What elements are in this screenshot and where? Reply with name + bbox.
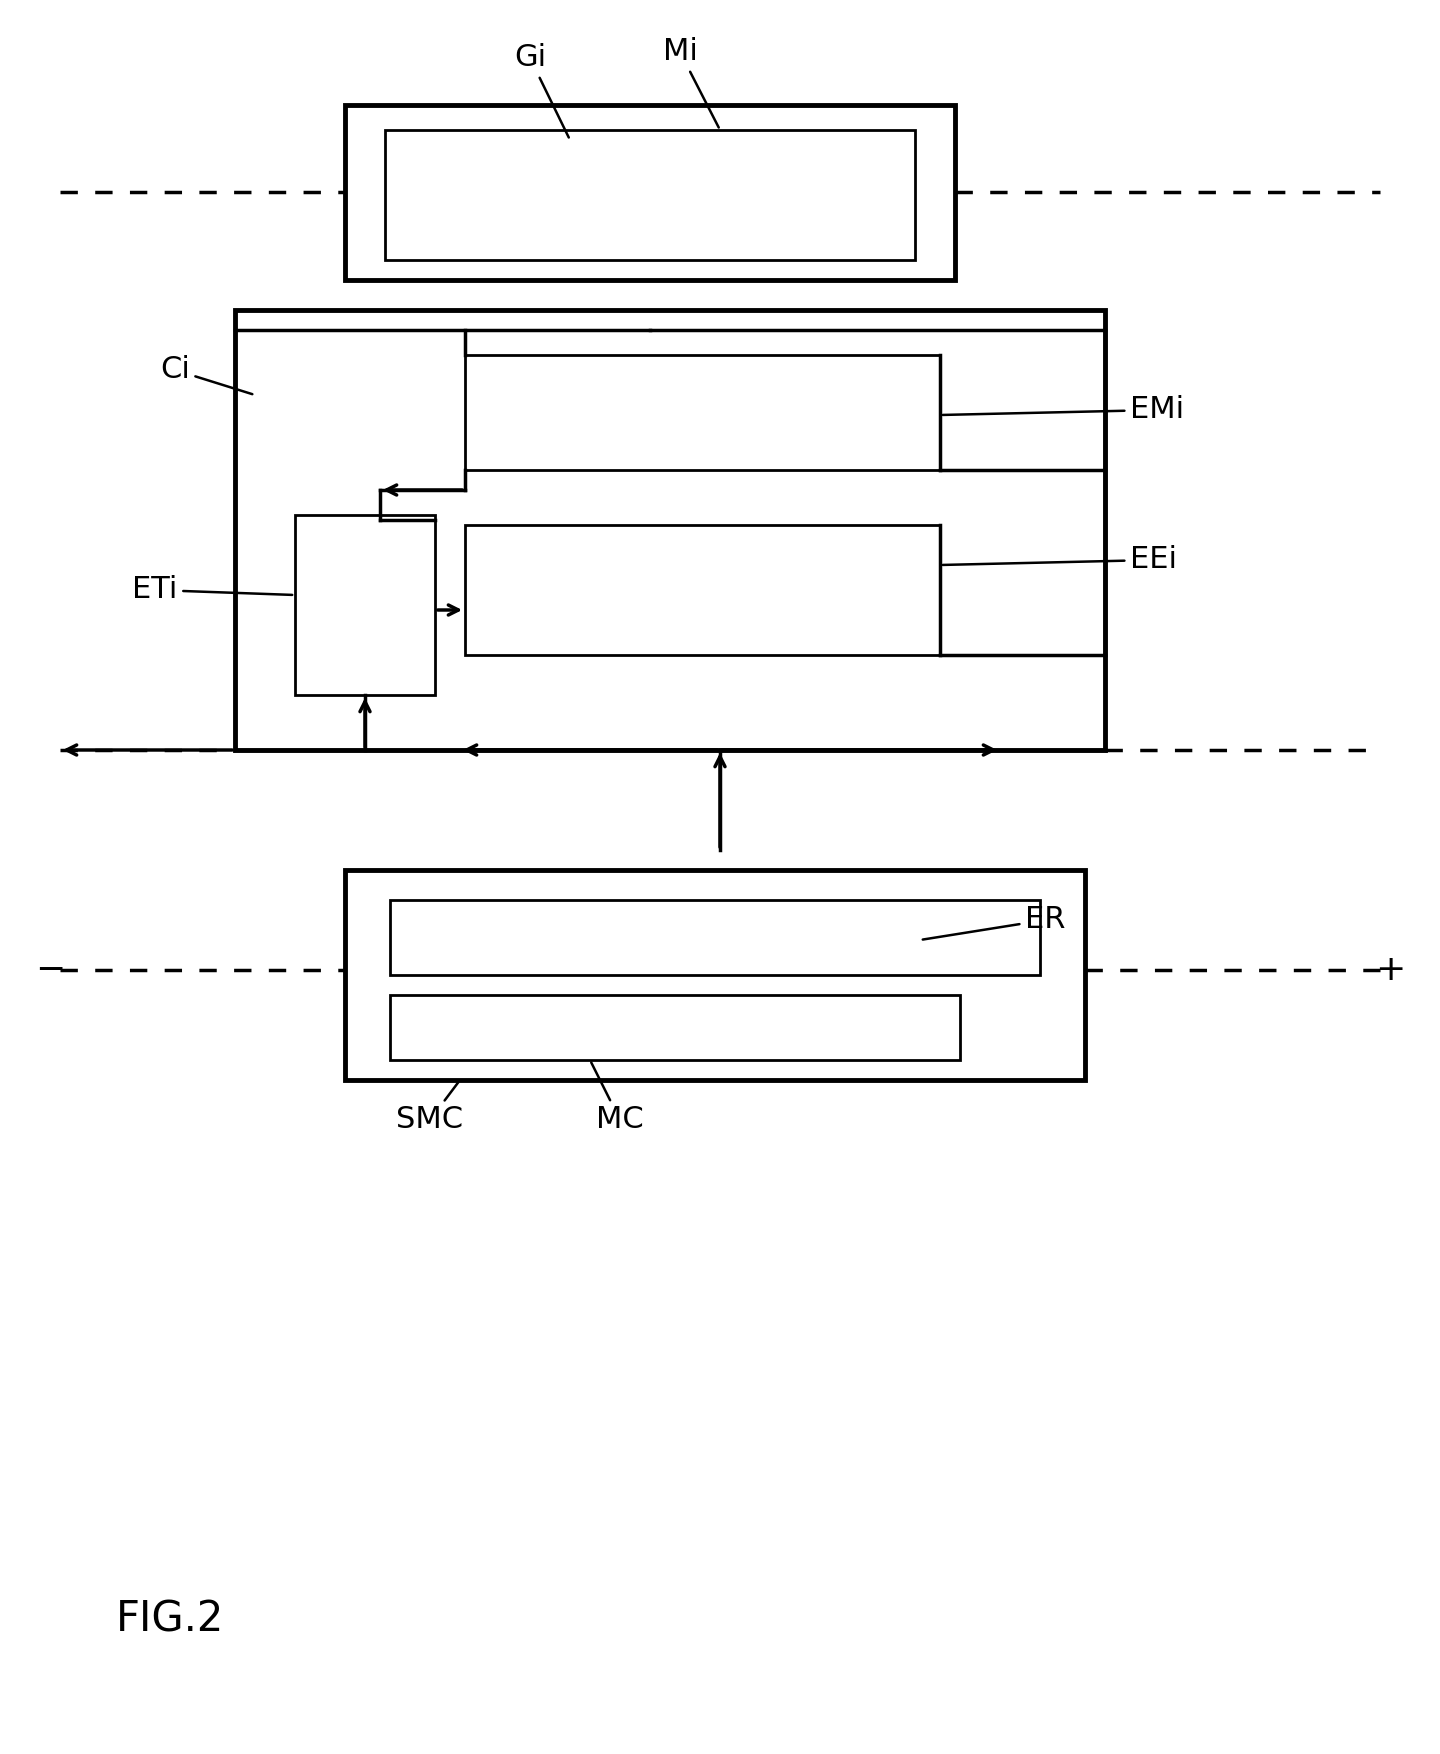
Text: Ci: Ci: [160, 356, 252, 395]
Bar: [384, 130, 914, 260]
Text: ER: ER: [923, 905, 1066, 940]
Text: FIG.2: FIG.2: [115, 1600, 225, 1642]
Bar: [346, 105, 955, 281]
Bar: [346, 870, 1084, 1080]
Bar: [465, 524, 940, 654]
Text: +: +: [1375, 952, 1405, 988]
Text: EEi: EEi: [943, 545, 1176, 575]
Bar: [465, 354, 940, 470]
Bar: [390, 900, 1040, 975]
Text: EMi: EMi: [943, 395, 1184, 424]
Text: −: −: [35, 952, 65, 988]
Bar: [295, 516, 435, 695]
Text: MC: MC: [592, 1063, 644, 1135]
Text: ETi: ETi: [132, 575, 292, 605]
Bar: [390, 995, 960, 1059]
Bar: [235, 310, 1104, 751]
Text: Mi: Mi: [662, 37, 719, 128]
Text: SMC: SMC: [396, 1082, 464, 1135]
Text: Gi: Gi: [514, 44, 569, 137]
